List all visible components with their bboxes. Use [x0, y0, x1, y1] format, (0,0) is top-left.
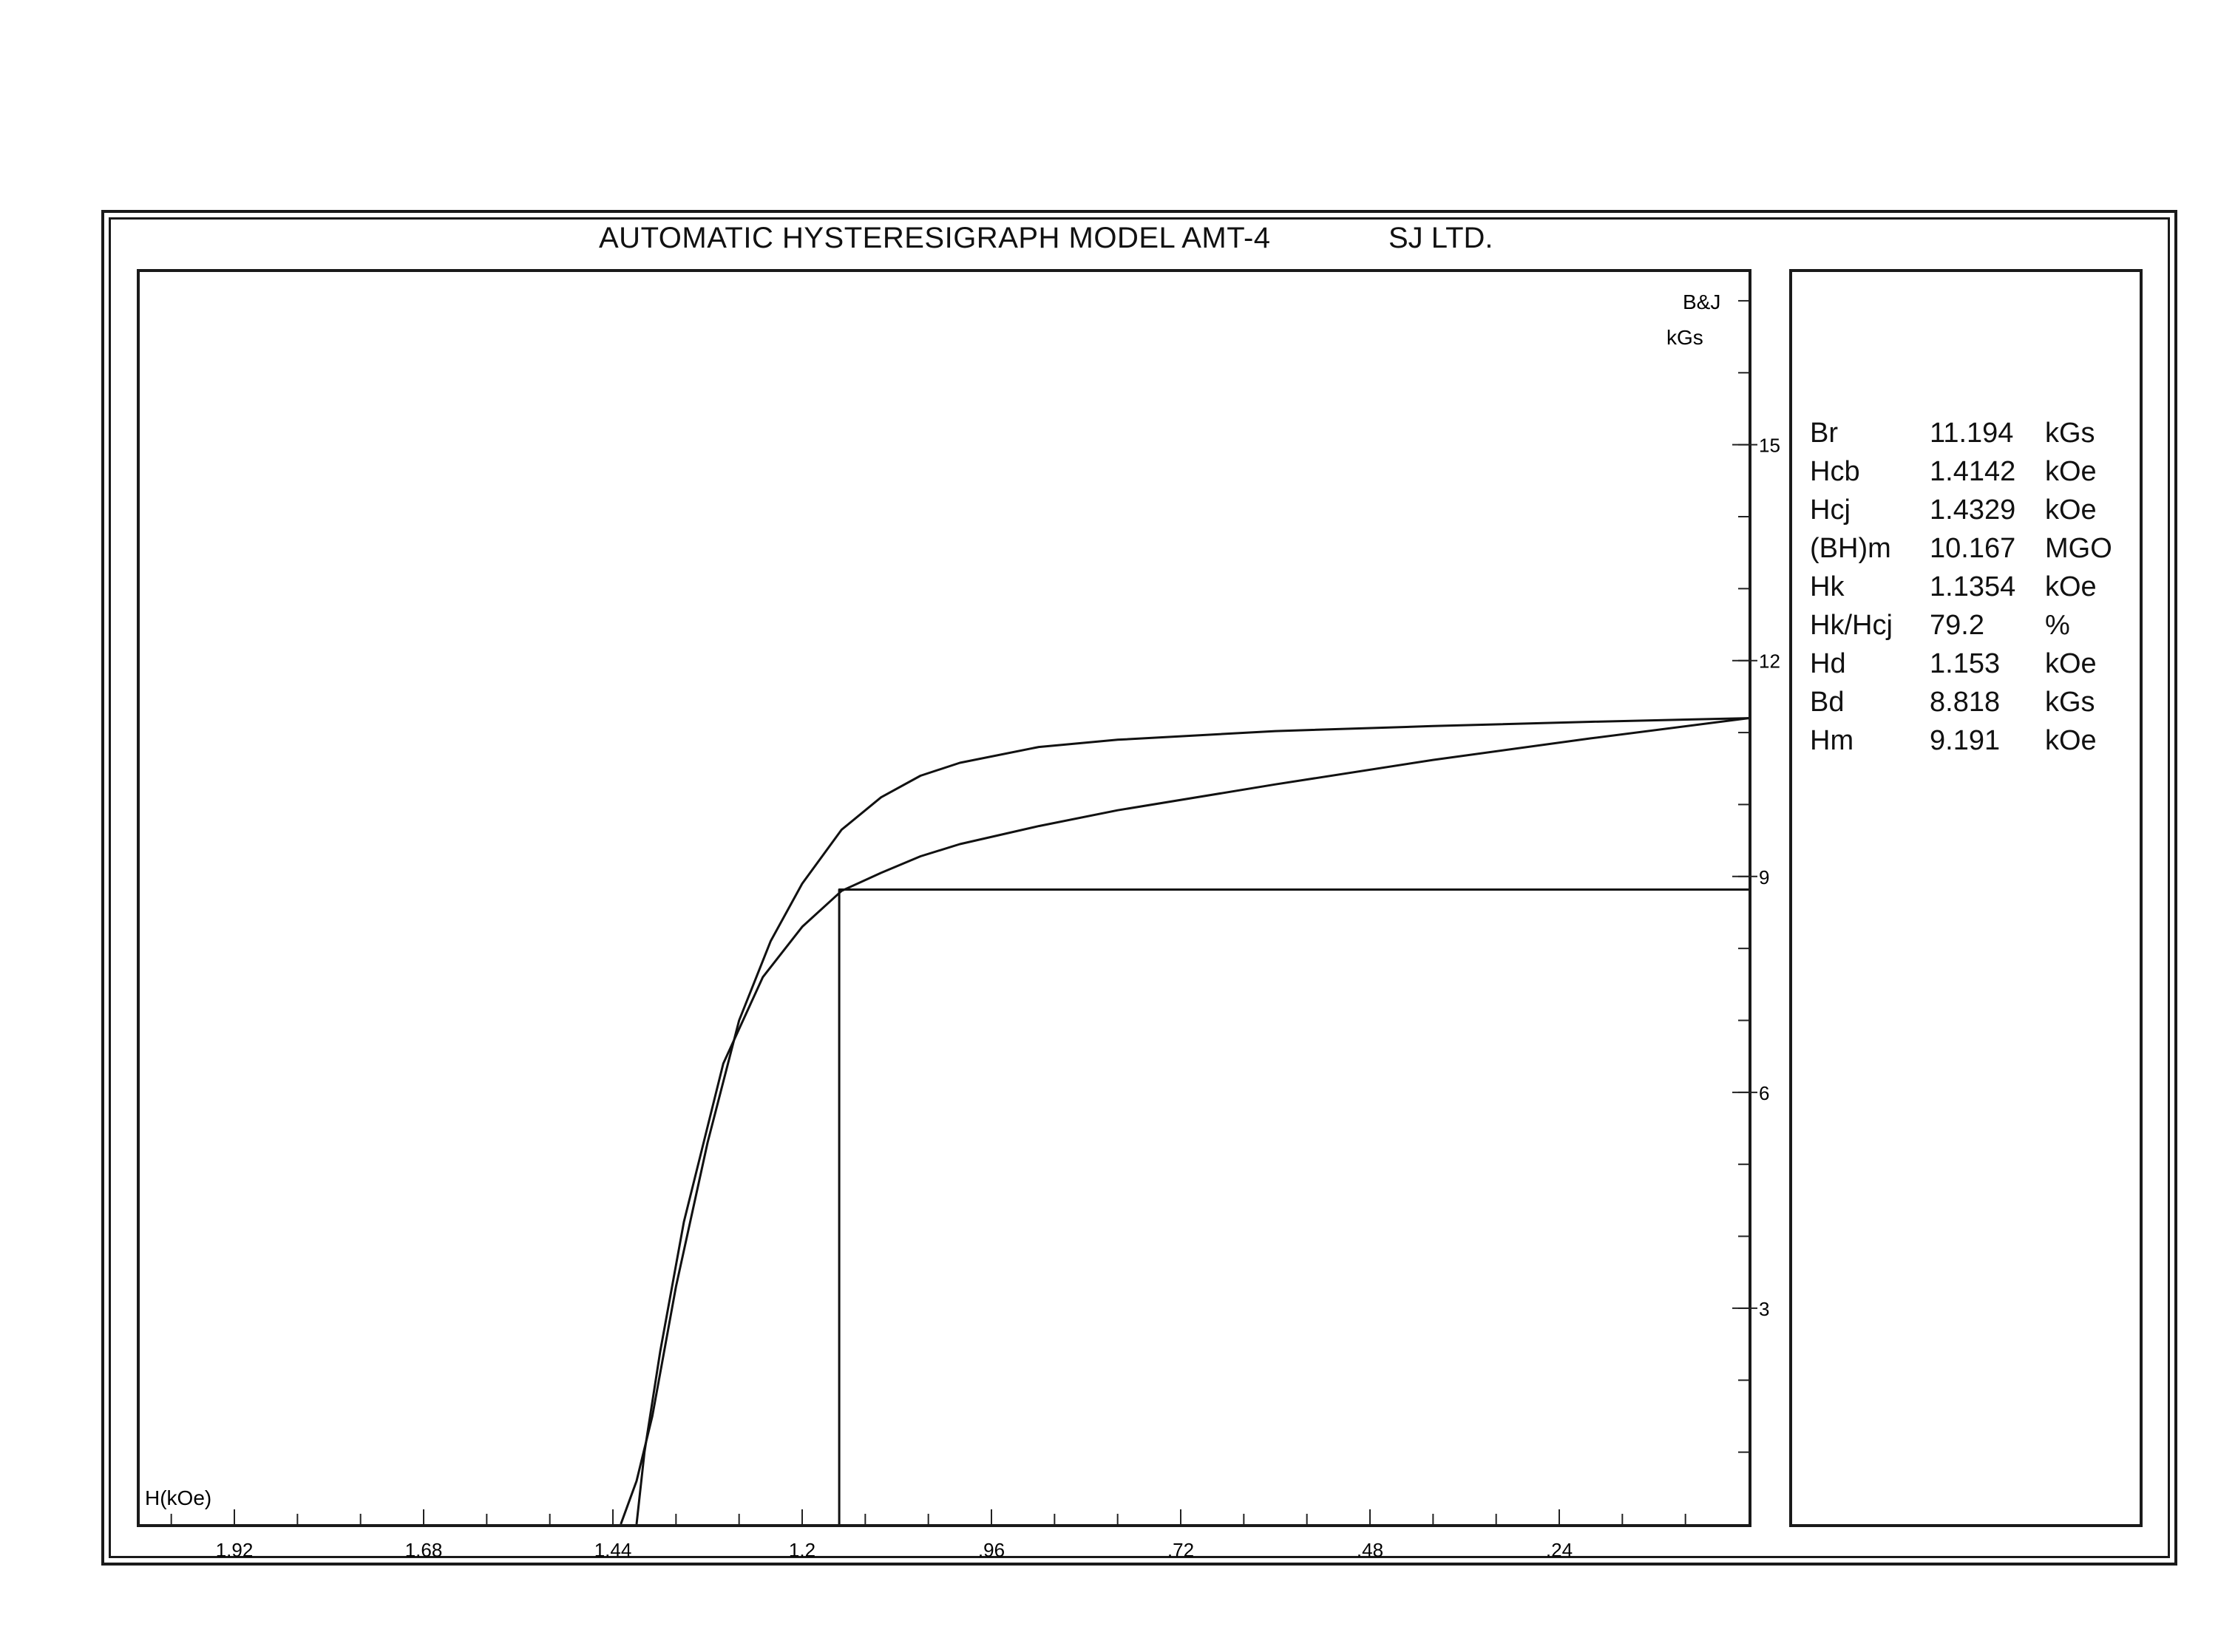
result-value: 1.153 [1930, 647, 2001, 679]
y-axis-title: B&J [1683, 290, 1720, 313]
results-panel [1789, 269, 2143, 1527]
result-row: Hcb 1.4142 kOe [1810, 452, 2119, 491]
result-value: 1.4142 [1930, 455, 2016, 487]
x-tick-label: .72 [1167, 1539, 1194, 1561]
result-unit: kOe [2045, 494, 2097, 526]
result-value: 79.2 [1930, 609, 1984, 641]
demag-curve [620, 717, 1749, 1525]
result-name: Hcb [1810, 455, 1860, 487]
result-unit: kOe [2045, 647, 2097, 679]
x-tick-label: 1.68 [405, 1539, 443, 1561]
x-tick-label: 1.44 [594, 1539, 632, 1561]
result-value: 9.191 [1930, 724, 2001, 756]
plot-frame [137, 269, 1751, 1527]
result-unit: MGO [2045, 532, 2112, 564]
x-tick-label: .48 [1357, 1539, 1383, 1561]
result-name: Br [1810, 417, 1838, 449]
result-row: Hk 1.1354 kOe [1810, 568, 2119, 606]
x-tick-label: 1.92 [216, 1539, 254, 1561]
operating-point-line [838, 888, 1749, 1524]
y-tick-label: 9 [1759, 866, 1769, 888]
x-tick-label: .96 [978, 1539, 1005, 1561]
result-name: (BH)m [1810, 532, 1891, 564]
result-row: Hm 9.191 kOe [1810, 721, 2119, 760]
x-tick-label: 1.2 [789, 1539, 815, 1561]
result-name: Hm [1810, 724, 1854, 756]
result-name: Bd [1810, 686, 1845, 718]
result-unit: kOe [2045, 724, 2097, 756]
result-name: Hk/Hcj [1810, 609, 1893, 641]
results-table: Br 11.194 kGs Hcb 1.4142 kOe Hcj 1.4329 kOe (BH)m… [1810, 414, 2119, 760]
axes-layer: 1.92 1.68 1.44 1.2 .96 .72 .48 .24 3 6 9 12 15 [170, 299, 1780, 1561]
result-name: Hcj [1810, 494, 1851, 526]
result-row: Br 11.194 kGs [1810, 414, 2119, 452]
result-unit: kOe [2045, 571, 2097, 602]
result-row: Hd 1.153 kOe [1810, 645, 2119, 683]
y-tick-label: 12 [1759, 650, 1780, 673]
result-value: 1.4329 [1930, 494, 2016, 526]
result-row: (BH)m 10.167 MGO [1810, 529, 2119, 568]
x-axis-title: H(kOe) [145, 1486, 211, 1509]
x-tick-label: .24 [1546, 1539, 1573, 1561]
result-row: Bd 8.818 kGs [1810, 683, 2119, 721]
result-unit: kOe [2045, 455, 2097, 487]
result-name: Hd [1810, 647, 1846, 679]
result-value: 8.818 [1930, 686, 2001, 718]
result-unit: kGs [2045, 417, 2095, 449]
demag-curve [635, 717, 1749, 1525]
y-axis-unit: kGs [1666, 326, 1703, 349]
result-value: 1.1354 [1930, 571, 2016, 602]
curves-layer [620, 717, 1749, 1525]
result-value: 11.194 [1930, 417, 2014, 449]
result-value: 10.167 [1930, 532, 2016, 564]
outer-border [101, 210, 2177, 1566]
result-row: Hcj 1.4329 kOe [1810, 491, 2119, 529]
y-tick-label: 15 [1759, 435, 1780, 457]
result-unit: kGs [2045, 686, 2095, 718]
report-title: AUTOMATIC HYSTERESIGRAPH MODEL AMT-4 [599, 222, 1271, 254]
result-unit: % [2045, 609, 2070, 641]
result-name: Hk [1810, 571, 1845, 602]
y-tick-label: 6 [1759, 1082, 1769, 1104]
result-row: Hk/Hcj 79.2% [1810, 606, 2119, 645]
company-name: SJ LTD. [1388, 222, 1493, 254]
y-tick-label: 3 [1759, 1298, 1769, 1320]
inner-border [109, 217, 2170, 1558]
